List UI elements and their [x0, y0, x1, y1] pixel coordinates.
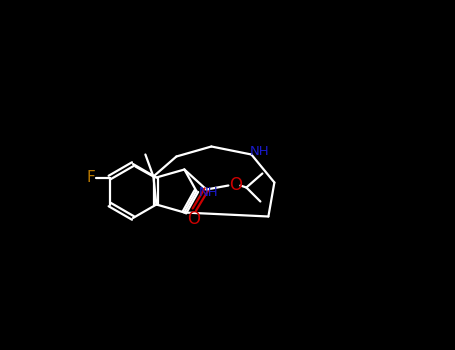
Text: NH: NH — [250, 145, 269, 158]
Text: F: F — [86, 170, 95, 185]
Text: O: O — [187, 210, 200, 228]
Text: O: O — [229, 176, 242, 195]
Text: NH: NH — [198, 187, 218, 199]
